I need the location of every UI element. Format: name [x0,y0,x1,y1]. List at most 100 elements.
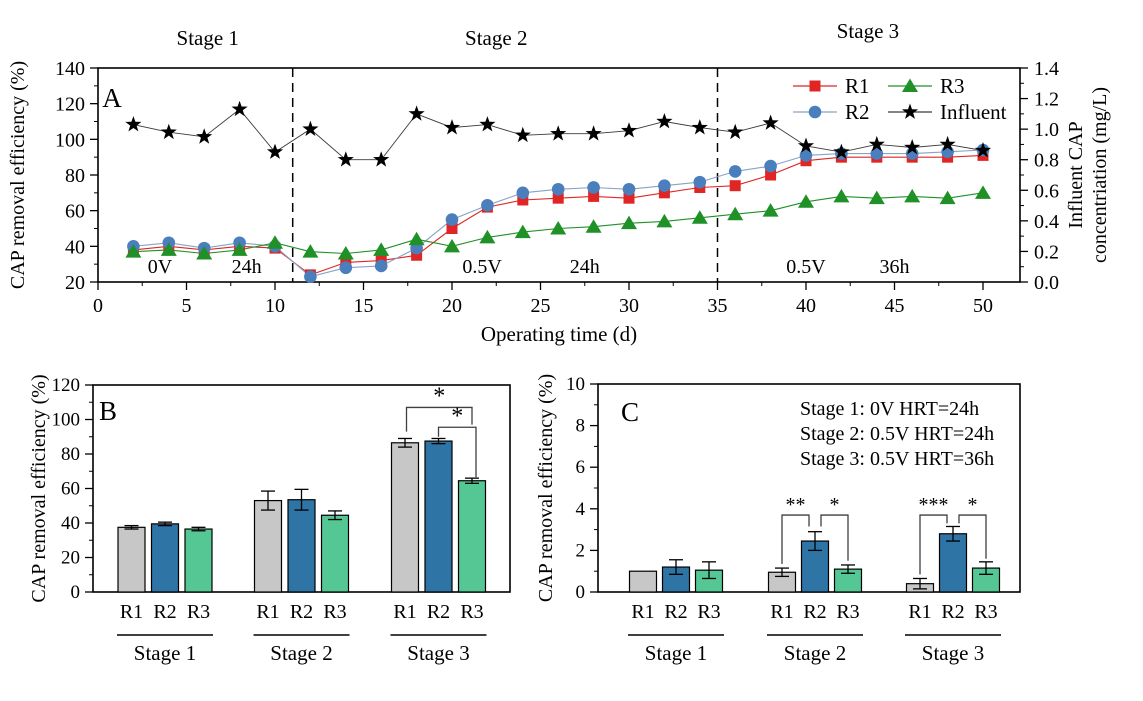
stage-group-label: Stage 3 [407,641,469,665]
bar-group-tick-label: R1 [631,601,654,623]
data-point-r3 [302,244,319,258]
panel-a-ytick-left-label: 100 [55,129,85,151]
data-point-r3 [691,210,708,224]
panel-a-ytick-right-label: 1.2 [1034,89,1059,111]
stage-group-label: Stage 2 [270,641,332,665]
panel-a-xtick-label: 15 [354,295,374,317]
panel-a-ytick-right-label: 0.4 [1034,211,1059,233]
legend-label-influent: Influent [940,100,1007,124]
data-point-r3 [975,185,991,199]
panel-b-yaxis-title: CAP removal efficiency (%) [28,374,50,602]
data-point-r1 [658,187,670,199]
data-point-influent [656,113,673,129]
significance-label: * [830,494,840,516]
bar-group-tick-label: R2 [803,601,826,623]
panel-c-ytick-label: 10 [566,374,585,395]
panel-a-xtick-label: 25 [531,295,551,317]
bar-group-tick-label: R2 [427,601,450,623]
stage-label: Stage 2 [465,26,527,50]
bar-r2-stage-1 [661,566,691,593]
legend-label-r2: R2 [845,100,870,124]
panel-a-letter: A [102,83,122,113]
panel-b-ytick-label: 40 [61,513,80,534]
data-point-r2 [304,270,317,283]
data-point-influent [160,123,177,140]
bar-group-tick-label: R2 [941,601,964,623]
bar-r1-stage-1 [628,570,658,593]
panel-a-ytick-left-label: 80 [65,165,85,187]
data-point-r2 [587,181,600,194]
data-point-r1 [623,192,635,204]
bar-group-tick-label: R1 [770,601,793,623]
data-point-influent [443,119,461,135]
hrt-annotation-line: Stage 1: 0V HRT=24h [800,398,979,420]
bar-r2-stage-3 [938,533,968,593]
data-point-influent [620,122,638,138]
bar-r2-stage-1 [150,523,180,593]
data-point-influent [266,143,284,159]
data-point-influent [868,135,885,152]
hrt-annotation-line: Stage 2: 0.5V HRT=24h [800,423,994,445]
bar-group-tick-label: R1 [120,601,143,623]
panel-b-letter: B [99,396,117,426]
significance-bracket [958,514,987,559]
panel-c-yaxis-title: CAP removal efficiency (%) [535,374,557,602]
data-point-influent [231,100,248,117]
panel-a-yaxis-right-title-line2: concentriation (mg/L) [1089,87,1111,263]
data-point-r3 [904,188,921,203]
significance-label: * [433,383,445,409]
panel-a-ytick-right-label: 1.4 [1034,58,1059,80]
data-point-r3 [656,213,673,228]
stage-group-label: Stage 3 [922,641,984,665]
data-point-r1 [729,180,741,192]
data-point-r2 [658,179,671,192]
data-point-r2 [728,165,742,178]
panel-a-ytick-right-label: 1.0 [1034,119,1059,141]
data-point-r3 [408,231,425,246]
panel-a-ytick-right-label: 0.2 [1034,241,1059,263]
panel-a-yaxis-left-title: CAP removal efficiency (%) [7,61,29,289]
condition-annotation: 36h [880,256,910,278]
data-point-r3 [444,238,460,253]
significance-bracket [820,514,849,561]
bar-group-tick-label: R2 [290,601,313,623]
data-point-r2 [799,149,813,162]
data-point-influent [585,125,602,141]
data-point-r2 [870,147,884,160]
data-point-r3 [373,242,390,256]
bar-group-tick-label: R2 [664,601,687,623]
panel-b-ytick-label: 80 [61,444,80,465]
data-point-r1 [765,169,777,181]
legend-label-r1: R1 [845,74,870,98]
bar-r1-stage-3 [390,442,420,593]
panel-b-ytick-label: 120 [52,375,81,396]
bar-group-tick-label: R3 [697,601,720,623]
data-point-r2 [693,175,707,189]
data-point-influent [691,119,708,135]
data-point-r3 [337,245,354,260]
data-point-influent [904,139,921,155]
panel-c-ytick-label: 8 [576,416,586,437]
bar-r3-stage-2 [320,514,350,593]
panel-b-ytick-label: 20 [61,548,80,569]
bar-group-tick-label: R1 [908,601,931,623]
significance-bracket [919,514,948,575]
data-point-r3 [196,245,213,260]
panel-a-xtick-label: 0 [93,295,103,317]
panel-c-ytick-label: 2 [576,540,586,561]
data-point-influent [479,116,496,132]
panel-a-ytick-left-label: 120 [55,94,85,116]
data-point-influent [762,114,779,130]
data-point-r1 [411,249,423,261]
data-point-r3 [868,190,885,205]
data-point-influent [196,128,213,144]
condition-annotation: 0.5V [786,256,826,278]
panel-a-ytick-right-label: 0.8 [1034,150,1059,172]
data-point-r3 [479,229,496,244]
data-point-r2 [622,182,636,196]
data-point-influent [939,135,956,152]
bar-group-tick-label: R2 [153,601,176,623]
data-point-r3 [833,188,850,203]
